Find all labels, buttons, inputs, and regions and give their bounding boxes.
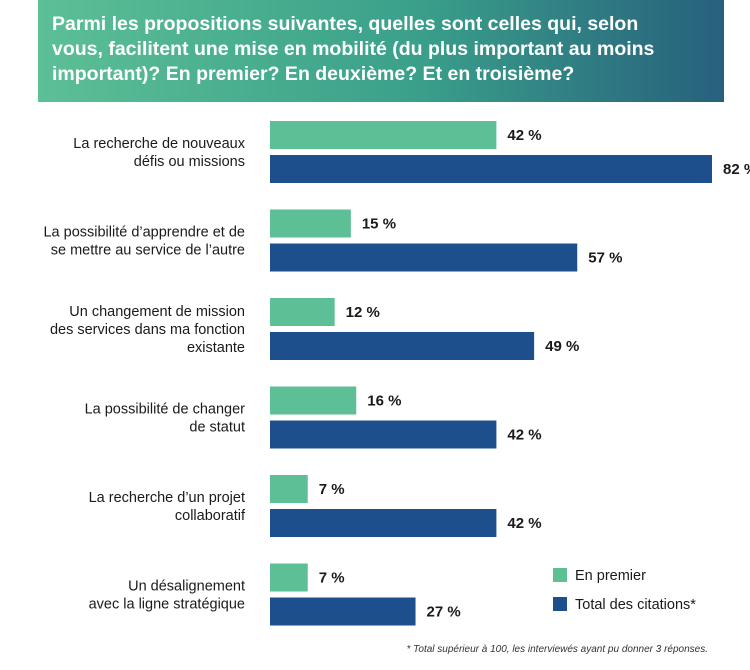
legend-label: En premier xyxy=(575,568,646,584)
data-label: 42 % xyxy=(507,127,541,144)
bar-en-premier xyxy=(270,121,497,149)
data-label: 49 % xyxy=(545,338,579,355)
data-label: 15 % xyxy=(362,216,396,233)
bar-total-citations xyxy=(270,332,535,360)
bar-total-citations xyxy=(270,155,712,183)
bar-en-premier xyxy=(270,386,357,415)
bar-en-premier xyxy=(270,563,308,592)
data-label: 27 % xyxy=(427,604,461,621)
bar-en-premier xyxy=(270,475,308,503)
legend-swatch xyxy=(553,568,567,582)
category-label: La recherche d’un projet collaboratif xyxy=(89,490,246,524)
data-label: 16 % xyxy=(367,393,401,410)
legend-swatch xyxy=(553,597,567,611)
bar-en-premier xyxy=(270,209,351,238)
data-label: 82 % xyxy=(723,161,750,178)
footnote: * Total supérieur à 100, les interviewés… xyxy=(406,644,708,655)
data-label: 7 % xyxy=(319,570,345,587)
category-label: La possibilité de changer de statut xyxy=(85,402,246,436)
bar-total-citations xyxy=(270,420,497,449)
bar-total-citations xyxy=(270,509,497,537)
legend-label: Total des citations* xyxy=(575,597,696,613)
question-header: Parmi les propositions suivantes, quelle… xyxy=(38,0,724,102)
chart-title: Parmi les propositions suivantes, quelle… xyxy=(52,13,655,85)
category-label: Un désalignement avec la ligne stratégiqu… xyxy=(89,579,245,613)
data-label: 7 % xyxy=(319,481,345,498)
data-label: 12 % xyxy=(346,304,380,321)
category-label: Un changement de mission des services dan… xyxy=(50,304,245,356)
category-label: La possibilité d’apprendre et de se mettr… xyxy=(43,225,245,259)
bar-total-citations xyxy=(270,243,578,272)
bar-total-citations xyxy=(270,597,416,626)
bar-en-premier xyxy=(270,298,335,326)
data-label: 57 % xyxy=(588,250,622,267)
category-label: La recherche de nouveaux défis ou mission… xyxy=(73,136,245,170)
data-label: 42 % xyxy=(507,427,541,444)
data-label: 42 % xyxy=(507,515,541,532)
